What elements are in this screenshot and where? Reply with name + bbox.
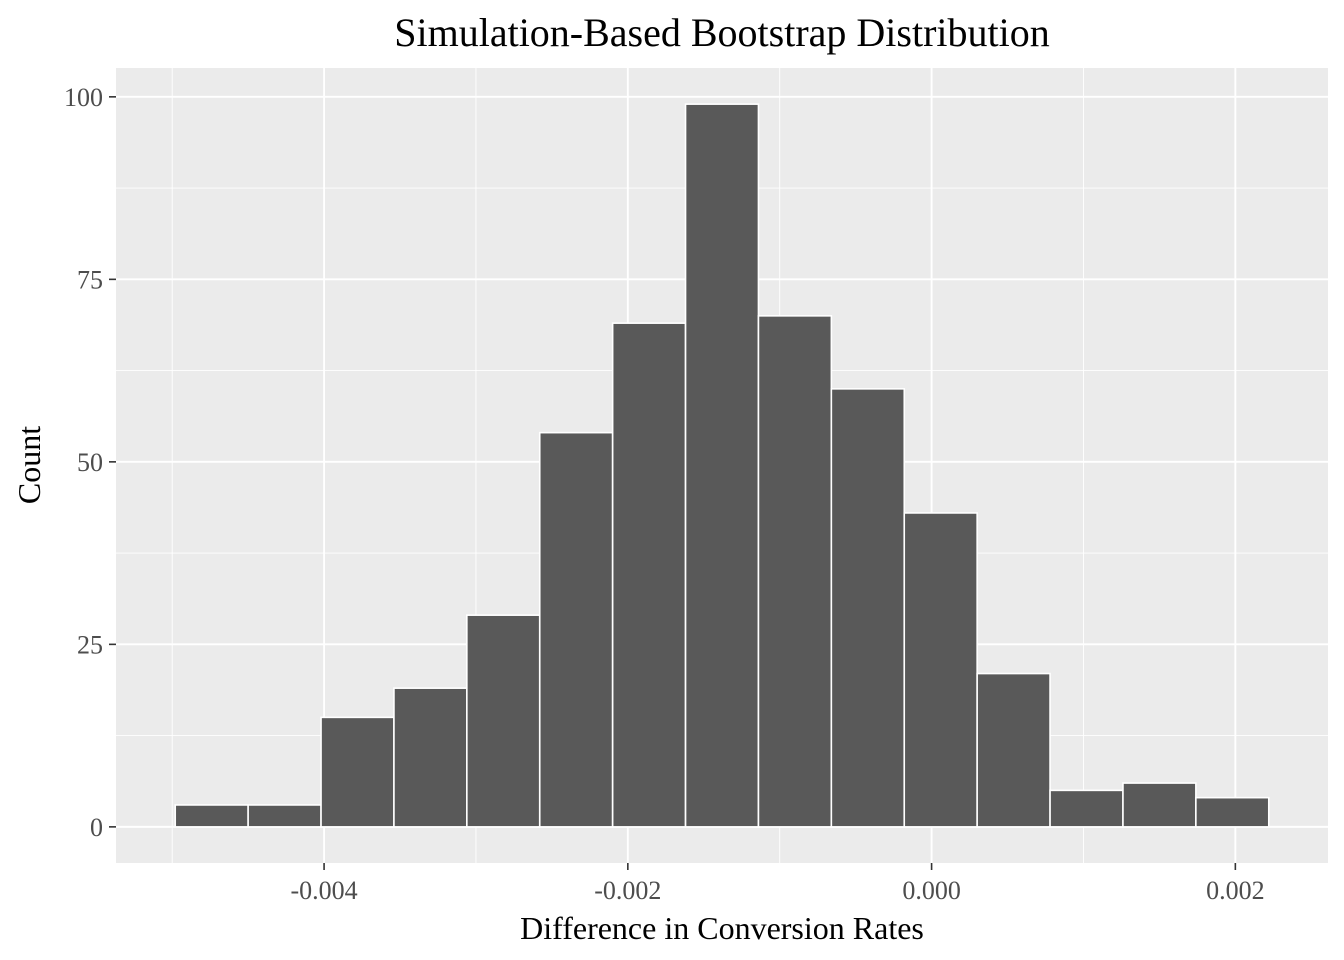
histogram-bar: [1049, 789, 1124, 828]
y-tick-label: 0: [90, 813, 103, 842]
histogram-bar: [538, 431, 614, 828]
histogram-bar: [611, 322, 687, 828]
histogram-bar: [757, 315, 833, 828]
histogram-bar: [830, 388, 906, 828]
x-tick-label: -0.004: [290, 876, 357, 905]
x-tick-label: 0.002: [1206, 876, 1265, 905]
histogram-bar: [903, 512, 978, 828]
histogram-bar: [174, 804, 249, 828]
histogram-bar: [1195, 796, 1270, 828]
histogram-bar: [466, 614, 541, 828]
x-tick-label: -0.002: [594, 876, 661, 905]
x-axis-title: Difference in Conversion Rates: [520, 910, 924, 946]
x-axis: -0.004 -0.002 0.000 0.002: [290, 863, 1265, 905]
y-tick-label: 100: [64, 83, 103, 112]
histogram-bar: [320, 716, 395, 828]
y-tick-label: 50: [77, 448, 103, 477]
histogram-bar: [247, 804, 322, 828]
y-axis: 0 25 50 75 100: [64, 83, 116, 842]
y-tick-label: 25: [77, 630, 103, 659]
histogram-bar: [393, 687, 468, 828]
histogram-bar: [1122, 782, 1197, 828]
chart-title: Simulation-Based Bootstrap Distribution: [394, 10, 1050, 55]
histogram-bars: [174, 103, 1270, 828]
histogram-bar: [684, 103, 760, 828]
x-tick-label: 0.000: [902, 876, 961, 905]
y-axis-title: Count: [11, 426, 47, 504]
y-tick-label: 75: [77, 265, 103, 294]
histogram-bar: [976, 672, 1051, 828]
